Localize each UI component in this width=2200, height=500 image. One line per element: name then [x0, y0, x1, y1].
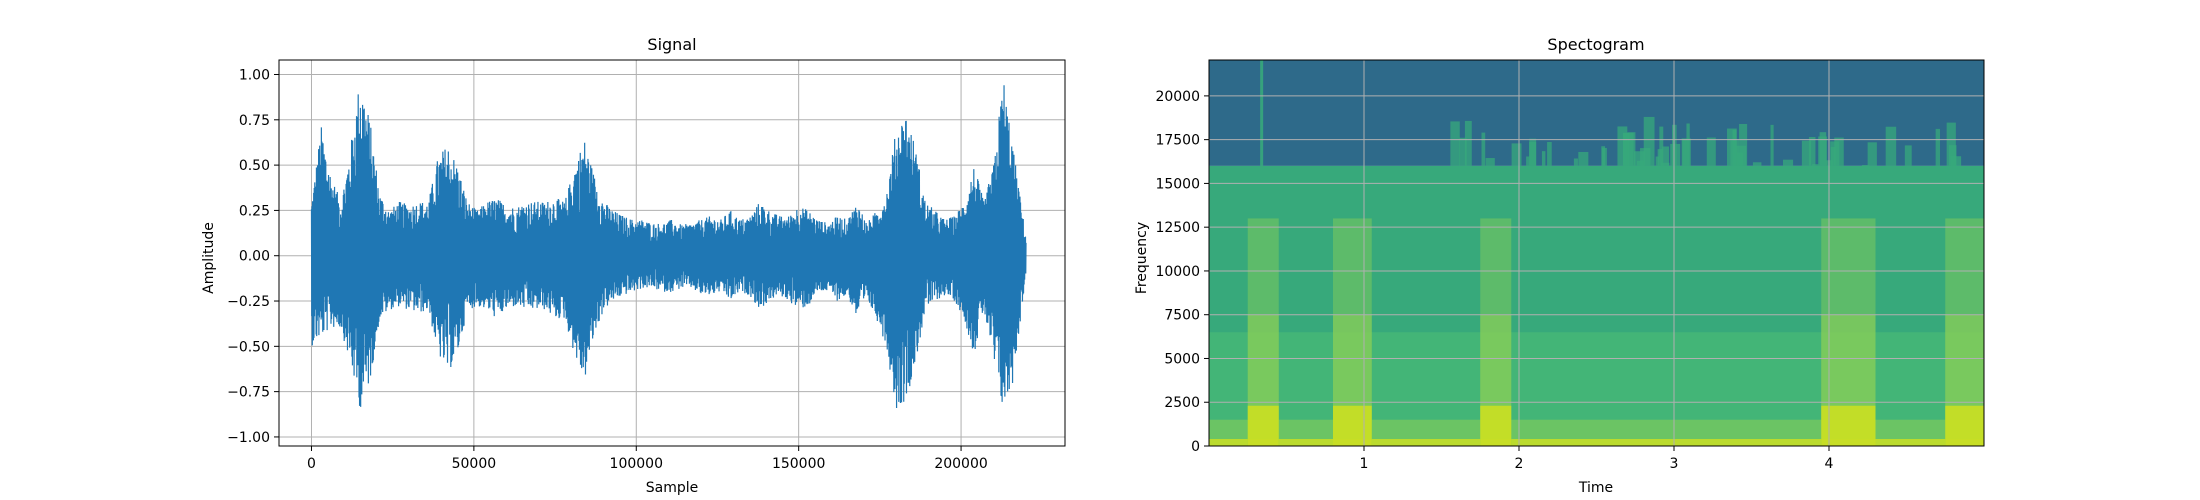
spectrogram-hf-burst [1834, 137, 1844, 166]
spectrogram-hf-burst [1627, 132, 1636, 166]
spectrogram-hf-burst [1885, 126, 1897, 166]
spectrogram-speech-energy [1333, 405, 1372, 446]
spectrogram-hf-burst [1573, 158, 1578, 166]
spectrogram-xtick-label: 4 [1825, 456, 1834, 472]
spectrogram-hf-burst [1670, 143, 1681, 166]
spectrogram-hf-burst [1633, 151, 1645, 166]
spectrogram-ytick-label: 20000 [1155, 89, 1200, 105]
spectrogram-hf-burst [1578, 151, 1589, 166]
spectrogram-hf-burst [1464, 120, 1472, 166]
spectrogram-ytick-label: 2500 [1164, 395, 1200, 411]
spectrogram-hf-burst [1830, 146, 1836, 166]
signal-ytick-label: 0.25 [239, 203, 270, 219]
spectrogram-grid [1209, 60, 1984, 446]
spectrogram-ytick-label: 5000 [1164, 351, 1200, 367]
signal-chart: Signal Sample Amplitude 0 50000 100000 1500… [201, 35, 1066, 496]
signal-ytick-label: 0.75 [239, 113, 270, 129]
signal-ytick-label: 0.50 [239, 158, 270, 174]
spectrogram-ytick-label: 10000 [1155, 264, 1200, 280]
spectrogram-ytick-label: 0 [1191, 439, 1200, 455]
spectrogram-hf-burst [1867, 142, 1877, 166]
spectrogram-hf-burst [1819, 132, 1827, 166]
spectrogram-hf-burst [1643, 116, 1655, 166]
signal-ytick-label: −0.25 [227, 294, 270, 310]
signal-xtick-label: 200000 [934, 456, 987, 472]
spectrogram-plot-area [1209, 60, 1984, 446]
signal-axes-frame [278, 59, 1066, 447]
spectrogram-speech-energy [1247, 405, 1279, 446]
signal-ytick-label: 0.00 [239, 249, 270, 265]
spectrogram-hf-burst [1459, 137, 1467, 166]
spectrogram-hf-burst [1946, 122, 1956, 166]
spectrogram-hf-burst [1547, 142, 1552, 166]
spectrogram-hf-burst [1529, 141, 1537, 166]
spectrogram-hf-burst [1450, 121, 1460, 166]
spectrogram-hf-burst [1732, 129, 1737, 166]
spectrogram-hf-burst [1511, 143, 1522, 166]
spectrogram-speech-energy [1945, 405, 1984, 446]
spectrogram-transient [1260, 60, 1264, 166]
spectrogram-hf-burst [1935, 128, 1941, 166]
spectrogram-hf-burst [1662, 146, 1669, 166]
signal-xtick-label: 150000 [772, 456, 825, 472]
signal-xtick-label: 0 [307, 456, 316, 472]
signal-ticks: 0 50000 100000 150000 200000 1.00 0.75 0.50 0.25… [227, 67, 988, 472]
spectrogram-ylabel: Frequency [1134, 222, 1150, 294]
spectrogram-hf-burst [1485, 158, 1495, 166]
signal-ytick-label: −0.50 [227, 339, 270, 355]
spectrogram-xlabel: Time [1578, 480, 1613, 496]
spectrogram-hf-burst [1617, 126, 1628, 166]
spectrogram-ytick-label: 12500 [1155, 220, 1200, 236]
spectrogram-hf-burst [1541, 151, 1546, 166]
signal-ytick-label: −0.75 [227, 385, 270, 401]
signal-xtick-label: 100000 [610, 456, 663, 472]
spectrogram-hf-burst [1770, 124, 1774, 166]
signal-plot-area [310, 85, 1027, 409]
spectrogram-xtick-label: 3 [1670, 456, 1679, 472]
signal-xlabel: Sample [646, 480, 699, 496]
spectrogram-ytick-label: 17500 [1155, 133, 1200, 149]
spectrogram-hf-burst [1681, 138, 1691, 166]
spectrogram-ytick-label: 15000 [1155, 176, 1200, 192]
spectrogram-ytick-label: 7500 [1164, 308, 1200, 324]
spectrogram-hf-burst [1526, 156, 1530, 166]
spectrogram-hf-burst [1808, 137, 1816, 166]
spectrogram-xtick-label: 1 [1360, 456, 1369, 472]
spectrogram-hf-burst [1686, 123, 1690, 166]
spectrogram-xtick-label: 2 [1515, 456, 1524, 472]
spectrogram-floor-band [1209, 438, 1984, 446]
spectrogram-chart: Spectogram Time Frequency 1 2 3 4 0 2500 5000 7… [1134, 35, 1985, 496]
spectrogram-hf-burst [1655, 156, 1660, 166]
signal-title: Signal [647, 35, 696, 54]
signal-ytick-label: −1.00 [227, 430, 270, 446]
spectrogram-speech-energy [1821, 405, 1876, 446]
signal-ytick-label: 1.00 [239, 67, 270, 83]
signal-ylabel: Amplitude [201, 222, 217, 294]
spectrogram-axes-frame [1208, 59, 1985, 447]
signal-xtick-label: 50000 [452, 456, 497, 472]
spectrogram-hf-burst [1736, 145, 1747, 166]
spectrogram-ticks: 1 2 3 4 0 2500 5000 7500 10000 12500 15000 17500 200… [1155, 89, 1833, 472]
spectrogram-hf-burst [1862, 164, 1870, 166]
spectrogram-hf-burst [1801, 140, 1812, 166]
spectrogram-hf-burst [1659, 126, 1664, 166]
spectrogram-hf-burst [1739, 124, 1748, 166]
spectrogram-hf-burst [1783, 159, 1794, 166]
spectrogram-hf-burst [1481, 132, 1486, 166]
spectrogram-hf-burst [1706, 137, 1716, 166]
spectrogram-hf-burst [1752, 162, 1762, 166]
signal-waveform-line [310, 85, 1027, 409]
spectrogram-hf-burst [1904, 145, 1912, 166]
spectrogram-high-band [1209, 60, 1984, 166]
spectrogram-speech-energy [1480, 405, 1512, 446]
spectrogram-hf-burst [1602, 147, 1607, 166]
spectrogram-title: Spectogram [1547, 35, 1644, 54]
